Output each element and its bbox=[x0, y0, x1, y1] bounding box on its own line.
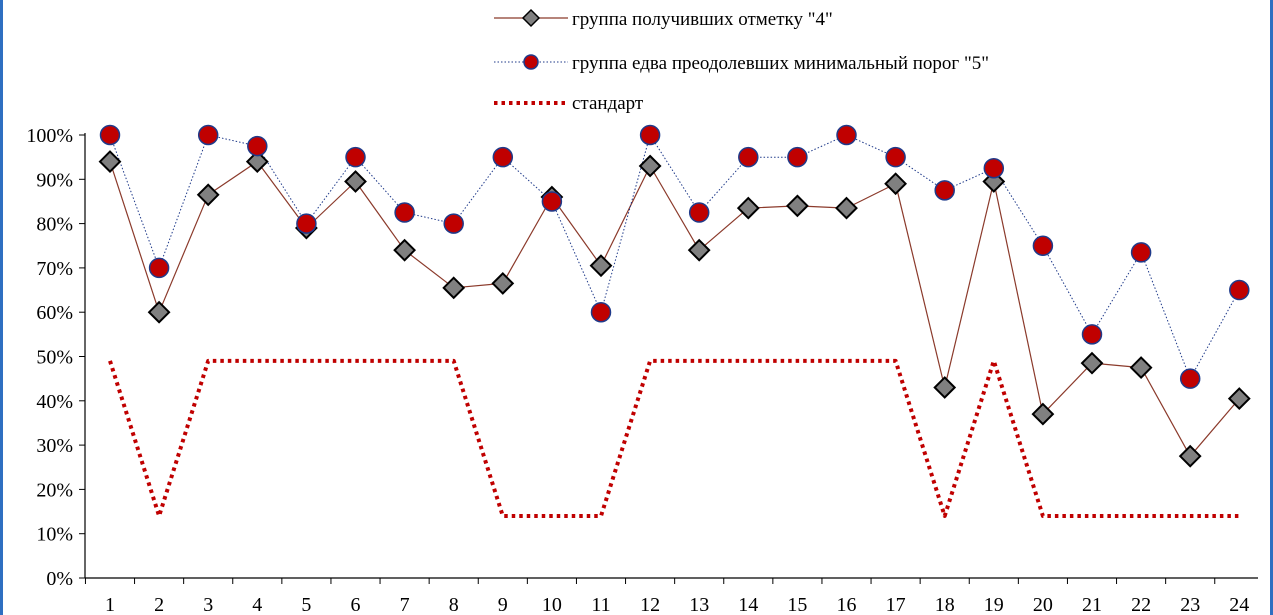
x-tick-label: 12 bbox=[640, 594, 660, 615]
circle-marker bbox=[296, 213, 317, 234]
y-tick-label: 80% bbox=[36, 214, 73, 236]
x-tick-label: 14 bbox=[738, 594, 758, 615]
y-tick-label: 70% bbox=[36, 258, 73, 280]
circle-marker bbox=[1229, 279, 1250, 301]
x-tick-label: 18 bbox=[935, 594, 955, 615]
chart-axes: 0%10%20%30%40%50%60%70%80%90%100%1 2 3 4 5 6 7… bbox=[26, 125, 1258, 615]
legend-item-1: группа получивших отметку "4" bbox=[494, 8, 833, 30]
x-tick-label: 23 bbox=[1180, 594, 1200, 615]
circle-marker bbox=[934, 180, 955, 201]
circle-marker bbox=[787, 146, 808, 168]
legend-diamond-marker bbox=[521, 8, 541, 28]
chart-legend: группа получивших отметку "4" группа едв… bbox=[494, 8, 989, 114]
diamond-marker bbox=[393, 238, 417, 262]
circle-marker bbox=[885, 146, 906, 168]
y-tick-label: 40% bbox=[36, 391, 73, 413]
circle-marker bbox=[197, 124, 219, 146]
diamond-marker bbox=[785, 194, 809, 218]
x-tick-label: 17 bbox=[886, 594, 906, 615]
circle-marker bbox=[1081, 324, 1103, 345]
circle-marker bbox=[1179, 368, 1201, 389]
x-tick-label: 7 bbox=[400, 594, 410, 615]
circle-marker bbox=[541, 191, 563, 212]
circle-marker bbox=[738, 146, 759, 168]
series-line-3 bbox=[108, 358, 1240, 518]
legend-item-2: группа едва преодолевших минимальный пор… bbox=[494, 53, 989, 74]
circle-marker bbox=[983, 157, 1005, 179]
y-tick-label: 10% bbox=[36, 524, 73, 546]
x-tick-label: 16 bbox=[837, 594, 857, 615]
diamond-marker bbox=[884, 172, 908, 196]
diamond-marker bbox=[589, 254, 613, 278]
x-tick-label: 3 bbox=[203, 594, 213, 615]
circle-marker bbox=[688, 202, 710, 223]
x-tick-label: 19 bbox=[984, 594, 1004, 615]
x-tick-label: 8 bbox=[449, 594, 459, 615]
circle-marker bbox=[394, 202, 415, 223]
legend-label-series-1: группа получивших отметку "4" bbox=[572, 9, 833, 30]
circle-marker bbox=[492, 146, 514, 168]
y-tick-label: 50% bbox=[36, 347, 73, 369]
circle-marker bbox=[148, 257, 170, 279]
y-tick-label: 90% bbox=[36, 169, 73, 191]
diamond-marker bbox=[1080, 351, 1104, 375]
y-tick-label: 100% bbox=[26, 125, 73, 147]
circle-marker bbox=[639, 124, 661, 146]
circle-marker bbox=[1130, 242, 1152, 263]
diamond-marker bbox=[933, 376, 957, 399]
x-tick-label: 2 bbox=[154, 594, 164, 615]
x-tick-label: 24 bbox=[1229, 594, 1249, 615]
circle-marker bbox=[345, 146, 366, 168]
x-tick-label: 5 bbox=[301, 594, 311, 615]
x-tick-label: 22 bbox=[1131, 594, 1151, 615]
diamond-marker bbox=[491, 271, 515, 295]
diamond-marker bbox=[1227, 387, 1251, 410]
circle-marker bbox=[590, 301, 612, 323]
diamond-marker bbox=[245, 150, 269, 173]
x-tick-label: 20 bbox=[1033, 594, 1053, 615]
diamond-marker bbox=[344, 170, 367, 193]
circle-marker bbox=[247, 135, 268, 157]
series-lines bbox=[108, 134, 1240, 518]
y-tick-label: 20% bbox=[36, 479, 73, 501]
diamond-marker bbox=[196, 183, 220, 207]
x-tick-label: 21 bbox=[1082, 594, 1102, 615]
circle-marker bbox=[443, 213, 464, 234]
diamond-marker bbox=[687, 238, 711, 262]
x-tick-label: 10 bbox=[542, 594, 562, 615]
legend-item-3: стандарт bbox=[494, 93, 644, 114]
legend-label-series-3: стандарт bbox=[572, 93, 644, 114]
series-line-2 bbox=[109, 134, 1240, 380]
circle-marker bbox=[836, 124, 857, 146]
diamond-marker bbox=[442, 276, 466, 300]
diamond-marker bbox=[98, 150, 122, 173]
series-markers bbox=[98, 124, 1251, 468]
series-line-1 bbox=[109, 161, 1240, 457]
y-tick-label: 30% bbox=[36, 435, 73, 457]
x-tick-label: 13 bbox=[689, 594, 709, 615]
diamond-marker bbox=[638, 154, 662, 178]
diamond-marker bbox=[835, 196, 858, 220]
diamond-marker bbox=[736, 196, 760, 220]
circle-marker bbox=[99, 124, 121, 146]
x-tick-label: 4 bbox=[252, 594, 262, 615]
diamond-marker bbox=[147, 300, 171, 324]
diamond-marker bbox=[1129, 356, 1153, 379]
y-tick-label: 60% bbox=[36, 302, 73, 324]
circle-marker bbox=[1032, 235, 1054, 256]
x-tick-label: 1 bbox=[105, 594, 115, 615]
x-tick-label: 11 bbox=[591, 594, 610, 615]
y-tick-label: 0% bbox=[46, 568, 73, 590]
legend-circle-marker bbox=[523, 54, 539, 70]
diamond-marker bbox=[1178, 444, 1202, 468]
diamond-marker bbox=[1031, 402, 1055, 426]
x-tick-label: 9 bbox=[498, 594, 508, 615]
legend-label-series-2: группа едва преодолевших минимальный пор… bbox=[572, 53, 989, 74]
x-tick-label: 15 bbox=[787, 594, 807, 615]
x-tick-label: 6 bbox=[351, 594, 361, 615]
